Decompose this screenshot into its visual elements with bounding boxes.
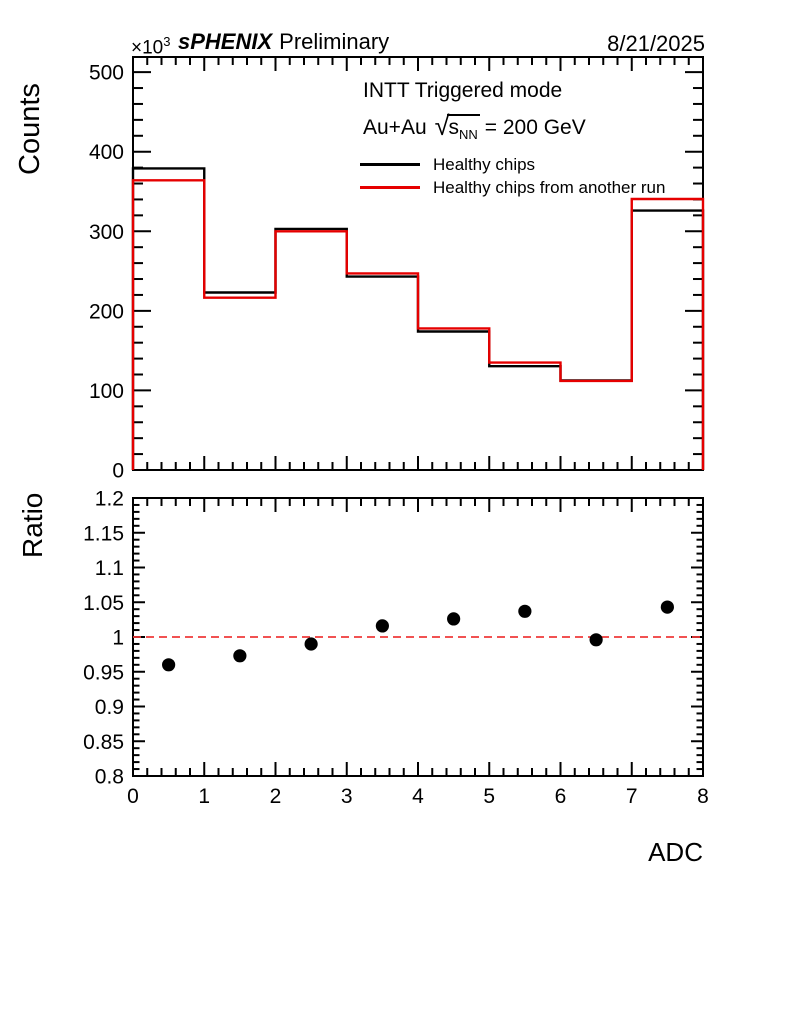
ratio-y-tick-label: 0.85 — [83, 731, 124, 754]
adc-x-tick-label: 2 — [270, 785, 282, 808]
ratio-point — [304, 637, 318, 651]
ratio-y-tick-label: 1.15 — [83, 522, 124, 545]
counts-y-tick-label: 100 — [89, 380, 124, 403]
power-base: ×10 — [131, 37, 164, 59]
ratio-point — [375, 619, 389, 633]
legend-entry-healthy-chips: Healthy chips — [360, 153, 665, 176]
ratio-y-tick-label: 1 — [112, 627, 124, 650]
legend: Healthy chips Healthy chips from another… — [360, 153, 665, 199]
counts-y-tick-label: 0 — [112, 460, 124, 483]
counts-y-tick-label: 400 — [89, 141, 124, 164]
sqrt-argument: sNN — [447, 114, 480, 143]
counts-y-tick-label: 200 — [89, 300, 124, 323]
legend-entry-label: Healthy chips from another run — [433, 177, 666, 197]
counts-panel-frame — [132, 56, 704, 471]
ratio-point — [233, 649, 247, 663]
counts-y-tick-label: 300 — [89, 221, 124, 244]
adc-x-tick-label: 8 — [697, 785, 709, 808]
adc-x-tick-label: 5 — [483, 785, 495, 808]
date-label: 8/21/2025 — [607, 31, 705, 56]
legend-energy-text: Au+Au √sNN = 200 GeV — [363, 110, 586, 142]
s-symbol: s — [448, 116, 459, 139]
adc-axis-title: ADC — [648, 837, 703, 867]
legend-entry-label: Healthy chips — [433, 154, 536, 174]
ratio-y-tick-label: 0.95 — [83, 661, 124, 684]
histogram-healthy-chips-other-run — [131, 179, 705, 470]
ratio-y-tick-label: 1.05 — [83, 592, 124, 615]
ratio-y-tick-label: 0.8 — [95, 766, 124, 789]
experiment-header: sPHENIX Preliminary — [178, 29, 389, 55]
adc-x-tick-label: 1 — [198, 785, 210, 808]
energy-value: = 200 GeV — [484, 116, 586, 139]
preliminary-label: Preliminary — [279, 29, 390, 54]
legend-line-sample-red — [360, 186, 420, 189]
experiment-name: sPHENIX — [178, 29, 273, 54]
adc-x-tick-label: 7 — [626, 785, 638, 808]
adc-x-tick-label: 6 — [555, 785, 567, 808]
axis-power-label: ×103 — [131, 34, 170, 59]
legend-entry-healthy-chips-other-run: Healthy chips from another run — [360, 176, 665, 199]
ratio-point — [162, 658, 176, 672]
ratio-point — [447, 612, 461, 626]
legend-line-sample-black — [360, 163, 420, 166]
adc-x-tick-label: 3 — [341, 785, 353, 808]
counts-y-tick-label: 500 — [89, 62, 124, 85]
power-exponent: 3 — [163, 34, 171, 49]
legend-mode-text: INTT Triggered mode — [363, 79, 563, 102]
ratio-y-tick-label: 1.1 — [95, 557, 124, 580]
sqrt-symbol: √ — [434, 111, 450, 141]
adc-x-tick-label: 4 — [412, 785, 424, 808]
ratio-y-tick-label: 1.2 — [95, 488, 124, 511]
s-subscript: NN — [458, 127, 478, 143]
adc-x-tick-label: 0 — [127, 785, 139, 808]
ratio-point — [660, 600, 674, 614]
ratio-point — [518, 604, 532, 618]
ratio-y-tick-label: 0.9 — [95, 696, 124, 719]
ratio-point — [589, 633, 603, 647]
collision-system: Au+Au — [363, 116, 427, 139]
